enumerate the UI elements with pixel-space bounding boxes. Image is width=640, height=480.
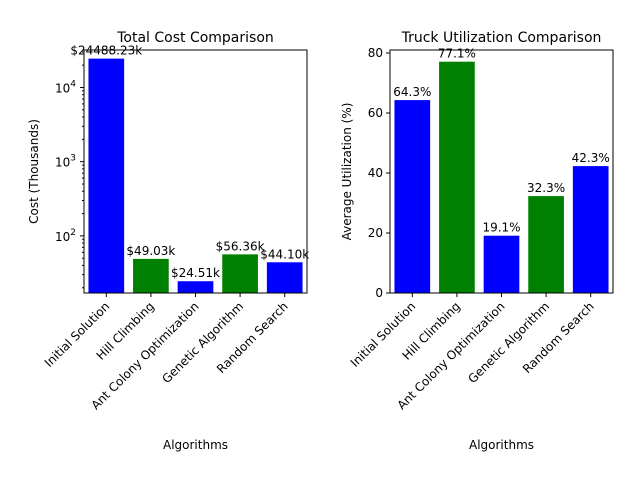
y-tick-label: 40 [368,166,383,180]
data-label: $44.10k [260,247,309,261]
y-tick-label: 0 [375,286,383,300]
bar [222,254,258,293]
data-label: 64.3% [393,85,431,99]
data-label: $24488.23k [70,44,142,58]
data-label: $49.03k [126,244,175,258]
data-label: $24.51k [171,266,220,280]
bar [266,262,303,293]
y-axis-label: Cost (Thousands) [27,119,41,224]
y-tick-label: 102 [55,228,76,244]
y-axis-label: Average Utilization (%) [340,103,354,241]
bar [572,166,609,293]
chart-title: Truck Utilization Comparison [401,30,602,46]
data-label: 19.1% [482,221,520,235]
data-label: 32.3% [527,181,565,195]
y-tick-label: 20 [368,226,383,240]
x-tick-label: Genetic Algorithm [465,299,552,386]
y-tick-label: 103 [55,154,76,170]
chart-title: Total Cost Comparison [116,30,274,46]
data-label: 42.3% [572,151,610,165]
bar [88,58,125,293]
y-tick-label: 104 [55,79,76,95]
bar [439,61,475,294]
data-label: $56.36k [216,239,265,253]
data-label: 77.1% [438,47,476,61]
x-tick-label: Genetic Algorithm [159,299,246,386]
x-axis-label: Algorithms [469,438,534,452]
bar [133,258,169,293]
bar [483,235,520,293]
bar [394,100,431,293]
y-tick-label: 60 [368,106,383,120]
bar [177,281,214,293]
y-tick-label: 80 [368,46,383,60]
utilization-chart: Truck Utilization Comparison Algorithms … [340,30,614,452]
bar [528,196,564,293]
x-axis-label: Algorithms [163,438,228,452]
cost-chart: Total Cost Comparison Algorithms Cost (T… [27,30,309,452]
